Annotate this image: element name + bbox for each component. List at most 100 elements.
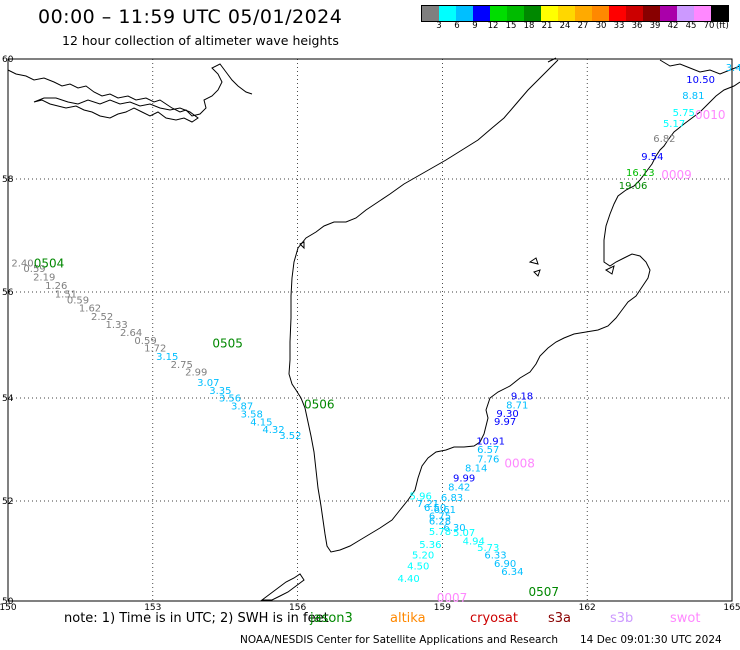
satellite-s3a: s3a	[548, 611, 572, 626]
swh-value: 5.75	[673, 108, 695, 119]
chart-subtitle: 12 hour collection of altimeter wave hei…	[62, 33, 339, 48]
colorbar-tick: 45	[685, 21, 697, 31]
colorbar	[421, 5, 729, 22]
swh-value: 8.14	[465, 464, 487, 475]
colorbar-swatch	[660, 6, 677, 21]
lat-tick-label: 60	[2, 55, 14, 65]
swh-value: 1.62	[79, 304, 101, 315]
swh-value: 6.34	[501, 567, 523, 578]
satellite-s3b: s3b	[610, 611, 634, 626]
lat-tick-label: 52	[2, 497, 13, 507]
satellite-jason3: jason3	[310, 611, 353, 626]
swh-value: 0.59	[134, 336, 156, 347]
colorbar-swatch	[677, 6, 694, 21]
swh-value: 6.82	[653, 134, 675, 145]
swh-value: 6.33	[484, 551, 506, 562]
axis-ticks: 150 153 156 159 162 165 60 58 56 54 52 50	[0, 55, 740, 613]
colorbar-swatch	[456, 6, 473, 21]
coastline	[7, 57, 740, 601]
colorbar-swatch	[490, 6, 507, 21]
swh-value: 3.87	[231, 401, 253, 412]
colorbar-swatch	[592, 6, 609, 21]
pass-time-label: 0010	[695, 108, 726, 122]
lat-tick-label: 56	[2, 288, 14, 298]
colorbar-swatch	[609, 6, 626, 21]
colorbar-tick: 30	[595, 21, 607, 31]
colorbar-unit: (ft)	[716, 21, 729, 31]
colorbar-tick: 9	[472, 21, 478, 31]
kamchatka-coastline	[288, 59, 740, 553]
swh-value: 2.40	[11, 259, 33, 270]
swh-value: 5.73	[477, 543, 499, 554]
swh-value: 3.58	[241, 410, 263, 421]
pass-time-label: 0506	[304, 397, 335, 411]
swh-value: 8.71	[506, 400, 528, 411]
colorbar-tick: 15	[505, 21, 517, 31]
graticule	[8, 59, 732, 601]
map-border	[7, 58, 733, 602]
swh-value: 3.56	[219, 394, 241, 405]
swh-value: 9.54	[641, 152, 663, 163]
swh-value: 6.57	[477, 445, 499, 456]
lon-tick-label: 159	[434, 603, 451, 613]
colorbar-swatch	[541, 6, 558, 21]
swh-value: 5.07	[453, 528, 475, 539]
colorbar-tick: 3	[436, 21, 442, 31]
swh-value: 4.40	[397, 574, 419, 585]
colorbar-tick: 70	[703, 21, 715, 31]
colorbar-tick: 21	[541, 21, 553, 31]
altimeter-tracks: 2.400.592.191.261.510.591.622.521.332.64…	[11, 63, 740, 605]
lon-tick-label: 165	[723, 603, 740, 613]
swh-value: 2.75	[171, 360, 193, 371]
colorbar-tick: 12	[487, 21, 499, 31]
island-top-left	[33, 97, 199, 123]
kuril-island	[260, 573, 305, 601]
colorbar-tick: 42	[667, 21, 679, 31]
swh-value: 4.50	[407, 562, 429, 573]
swh-value: 3.15	[156, 352, 178, 363]
swh-value: 5.96	[410, 491, 432, 502]
colorbar-swatch	[558, 6, 575, 21]
swh-value: 4.15	[250, 417, 272, 428]
pass-time-label: 0009	[661, 168, 692, 182]
swh-value: 5.36	[419, 540, 441, 551]
swh-value: 1.26	[45, 281, 67, 292]
colorbar-swatch	[422, 6, 439, 21]
lon-tick-label: 153	[144, 603, 161, 613]
colorbar-swatch	[626, 6, 643, 21]
colorbar-swatch	[575, 6, 592, 21]
swh-value: 3.52	[279, 431, 301, 442]
footer-timestamp: 14 Dec 09:01:30 UTC 2024	[580, 634, 722, 646]
northern-coast	[7, 63, 253, 117]
pass-time-label: 0507	[528, 585, 559, 599]
swh-value: 9.30	[496, 409, 518, 420]
colorbar-swatch	[439, 6, 456, 21]
swh-value: 3.07	[197, 378, 219, 389]
swh-value: 6.61	[434, 505, 456, 516]
lat-tick-label: 58	[2, 175, 14, 185]
lon-tick-label: 162	[579, 603, 596, 613]
colorbar-swatch	[473, 6, 490, 21]
swh-value: 7.21	[417, 499, 439, 510]
swh-value: 4.32	[262, 425, 284, 436]
swh-value: 2.19	[33, 273, 55, 284]
colorbar-swatch	[711, 6, 728, 21]
satellite-altika: altika	[390, 611, 426, 626]
swh-value: 6.75	[429, 512, 451, 523]
satellite-cryosat: cryosat	[470, 611, 518, 626]
swh-value: 10.50	[686, 75, 715, 86]
lat-tick-label: 54	[2, 394, 14, 404]
swh-value: 6.90	[494, 559, 516, 570]
swh-value: 5.17	[663, 119, 685, 130]
colorbar-tick: 33	[613, 21, 625, 31]
colorbar-swatch	[524, 6, 541, 21]
swh-value: 19.06	[619, 181, 648, 192]
colorbar-tick: 27	[577, 21, 589, 31]
swh-value: 6.30	[443, 523, 465, 534]
swh-value: 3.35	[209, 386, 231, 397]
swh-value: 0.59	[23, 264, 45, 275]
islet-1	[528, 257, 539, 265]
islet-2	[533, 269, 541, 277]
islet-3	[605, 265, 615, 275]
